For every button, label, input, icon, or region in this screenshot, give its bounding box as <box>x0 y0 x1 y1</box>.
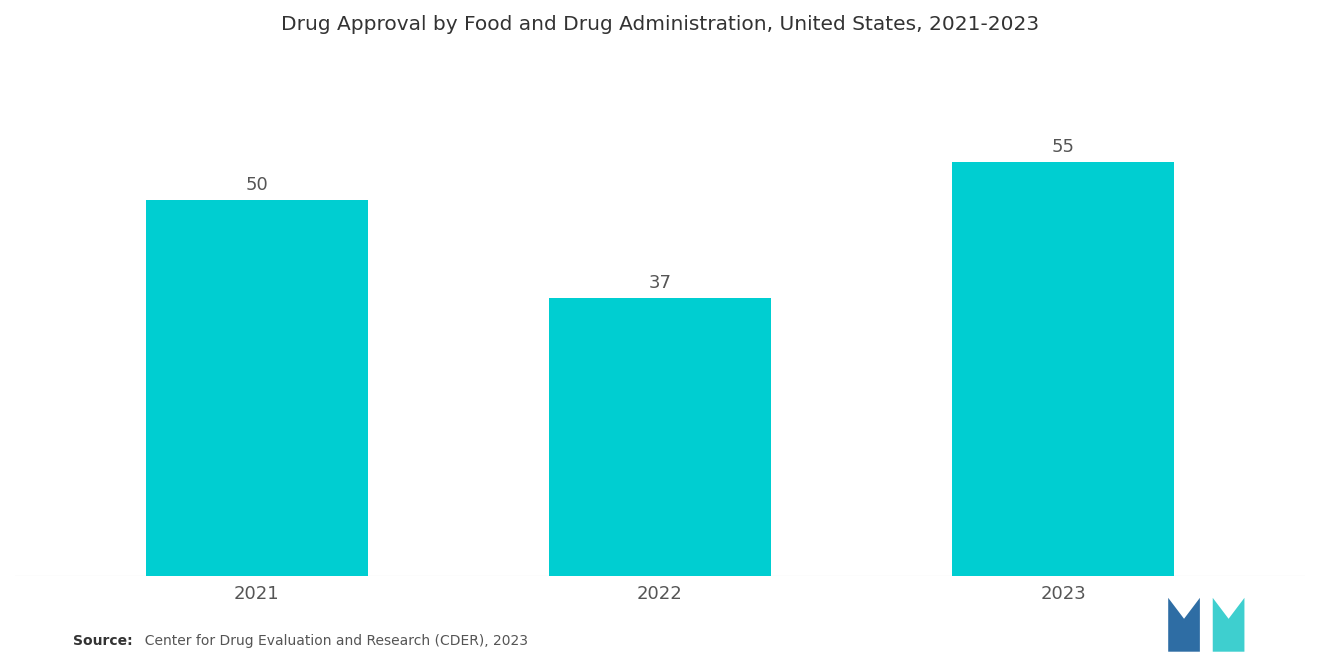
Text: Source:: Source: <box>73 634 132 648</box>
Polygon shape <box>1213 598 1245 652</box>
Title: Drug Approval by Food and Drug Administration, United States, 2021-2023: Drug Approval by Food and Drug Administr… <box>281 15 1039 34</box>
Bar <box>549 298 771 576</box>
Text: 50: 50 <box>246 176 268 194</box>
Text: 37: 37 <box>648 274 672 292</box>
Text: 55: 55 <box>1052 138 1074 156</box>
Bar <box>147 200 368 576</box>
Polygon shape <box>1168 598 1200 652</box>
Text: Center for Drug Evaluation and Research (CDER), 2023: Center for Drug Evaluation and Research … <box>136 634 528 648</box>
Bar <box>952 162 1173 576</box>
